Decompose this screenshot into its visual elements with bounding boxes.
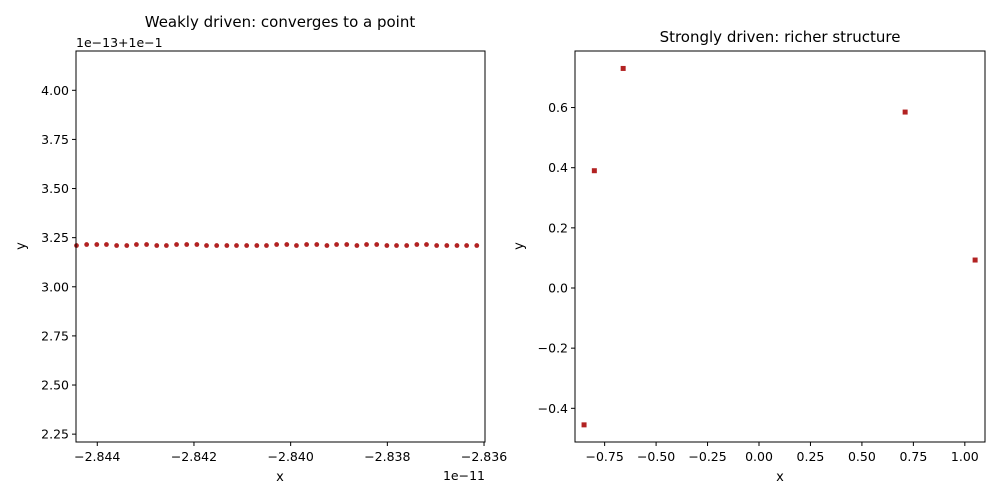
y-tick-label: 3.00	[41, 279, 69, 294]
x-axis-label: x	[776, 470, 784, 485]
data-point	[144, 242, 149, 247]
y-offset-label: 1e−13+1e−1	[76, 35, 163, 50]
data-point	[244, 243, 250, 248]
data-point	[314, 242, 320, 247]
data-point	[444, 243, 450, 248]
y-tick-label: 2.75	[41, 328, 69, 343]
data-point	[404, 243, 410, 248]
data-point	[620, 65, 626, 71]
data-point	[114, 243, 120, 248]
chart-title: Weakly driven: converges to a point	[145, 13, 416, 31]
data-point	[184, 242, 190, 247]
data-point	[94, 242, 100, 247]
data-point	[581, 422, 587, 428]
data-point	[434, 243, 440, 248]
y-axis-label: y	[14, 242, 29, 250]
y-tick-label: 0.0	[548, 281, 568, 296]
data-point	[394, 243, 399, 248]
y-ticks: 2.25 2.50 2.75 3.00 3.25 3.50 3.75 4.00	[41, 83, 76, 442]
y-tick-label: 0.2	[548, 220, 568, 235]
data-point	[384, 243, 390, 248]
x-tick-label: 0.25	[797, 449, 825, 464]
x-tick-label: −0.25	[688, 449, 726, 464]
y-tick-label: 2.50	[41, 378, 69, 393]
data-point	[414, 242, 420, 247]
data-point	[134, 242, 139, 247]
data-point	[264, 243, 269, 248]
scatter-points	[581, 65, 978, 428]
y-tick-label: 3.25	[41, 230, 69, 245]
data-point	[454, 243, 460, 248]
x-tick-label: −2.840	[268, 449, 314, 464]
data-point	[972, 257, 978, 263]
data-point	[254, 243, 260, 248]
data-point	[294, 243, 299, 248]
x-tick-label: 0.75	[899, 449, 927, 464]
x-tick-label: 1.00	[951, 449, 979, 464]
x-tick-label: −0.75	[585, 449, 623, 464]
chart-strongly-driven: Strongly driven: richer structure −0.75−…	[512, 28, 986, 485]
data-point	[591, 168, 597, 174]
y-tick-label: 3.50	[41, 181, 69, 196]
y-tick-label: −0.4	[538, 401, 568, 416]
x-tick-label: −2.842	[171, 449, 217, 464]
x-tick-label: 0.50	[848, 449, 876, 464]
data-point	[214, 243, 220, 248]
y-tick-label: 3.75	[41, 132, 69, 147]
data-point	[902, 109, 908, 115]
y-ticks: −0.4 −0.2 0.0 0.2 0.4 0.6	[538, 100, 575, 416]
y-tick-label: 0.6	[548, 100, 568, 115]
x-tick-label: −2.838	[364, 449, 410, 464]
data-point	[124, 243, 130, 248]
x-tick-label: 0.00	[745, 449, 773, 464]
data-point	[224, 243, 230, 248]
chart-title: Strongly driven: richer structure	[660, 28, 901, 46]
data-point	[104, 242, 109, 247]
x-ticks: −2.844 −2.842 −2.840 −2.838 −2.836	[74, 442, 507, 464]
y-tick-label: 4.00	[41, 83, 69, 98]
data-point	[344, 242, 350, 247]
data-point	[194, 242, 200, 247]
data-point	[374, 242, 380, 247]
data-point	[364, 242, 369, 247]
scatter-points	[74, 242, 480, 248]
data-point	[284, 242, 290, 247]
x-tick-label: −2.836	[461, 449, 507, 464]
plot-frame	[574, 50, 986, 443]
data-point	[304, 242, 310, 247]
data-point	[234, 243, 239, 248]
data-point	[174, 242, 179, 247]
data-point	[424, 242, 429, 247]
x-axis-label: x	[276, 470, 284, 485]
data-point	[274, 242, 280, 247]
data-point	[354, 243, 360, 248]
y-tick-label: 2.25	[41, 427, 69, 442]
x-ticks: −0.75 −0.50 −0.25 0.00 0.25 0.50 0.75 1.00	[585, 442, 979, 464]
y-tick-label: 0.4	[548, 160, 568, 175]
y-tick-label: −0.2	[538, 341, 568, 356]
data-point	[334, 242, 339, 247]
data-point	[154, 243, 160, 248]
data-point	[164, 243, 169, 248]
data-point	[204, 243, 209, 248]
data-point	[84, 242, 90, 247]
x-tick-label: −2.844	[74, 449, 120, 464]
data-point	[324, 243, 330, 248]
data-point	[464, 243, 470, 248]
y-axis-label: y	[512, 242, 527, 250]
data-point	[474, 243, 480, 248]
x-tick-label: −0.50	[637, 449, 675, 464]
x-offset-label: 1e−11	[443, 468, 485, 483]
plot-frame	[75, 50, 486, 443]
chart-weakly-driven: Weakly driven: converges to a point 1e−1…	[14, 13, 507, 485]
